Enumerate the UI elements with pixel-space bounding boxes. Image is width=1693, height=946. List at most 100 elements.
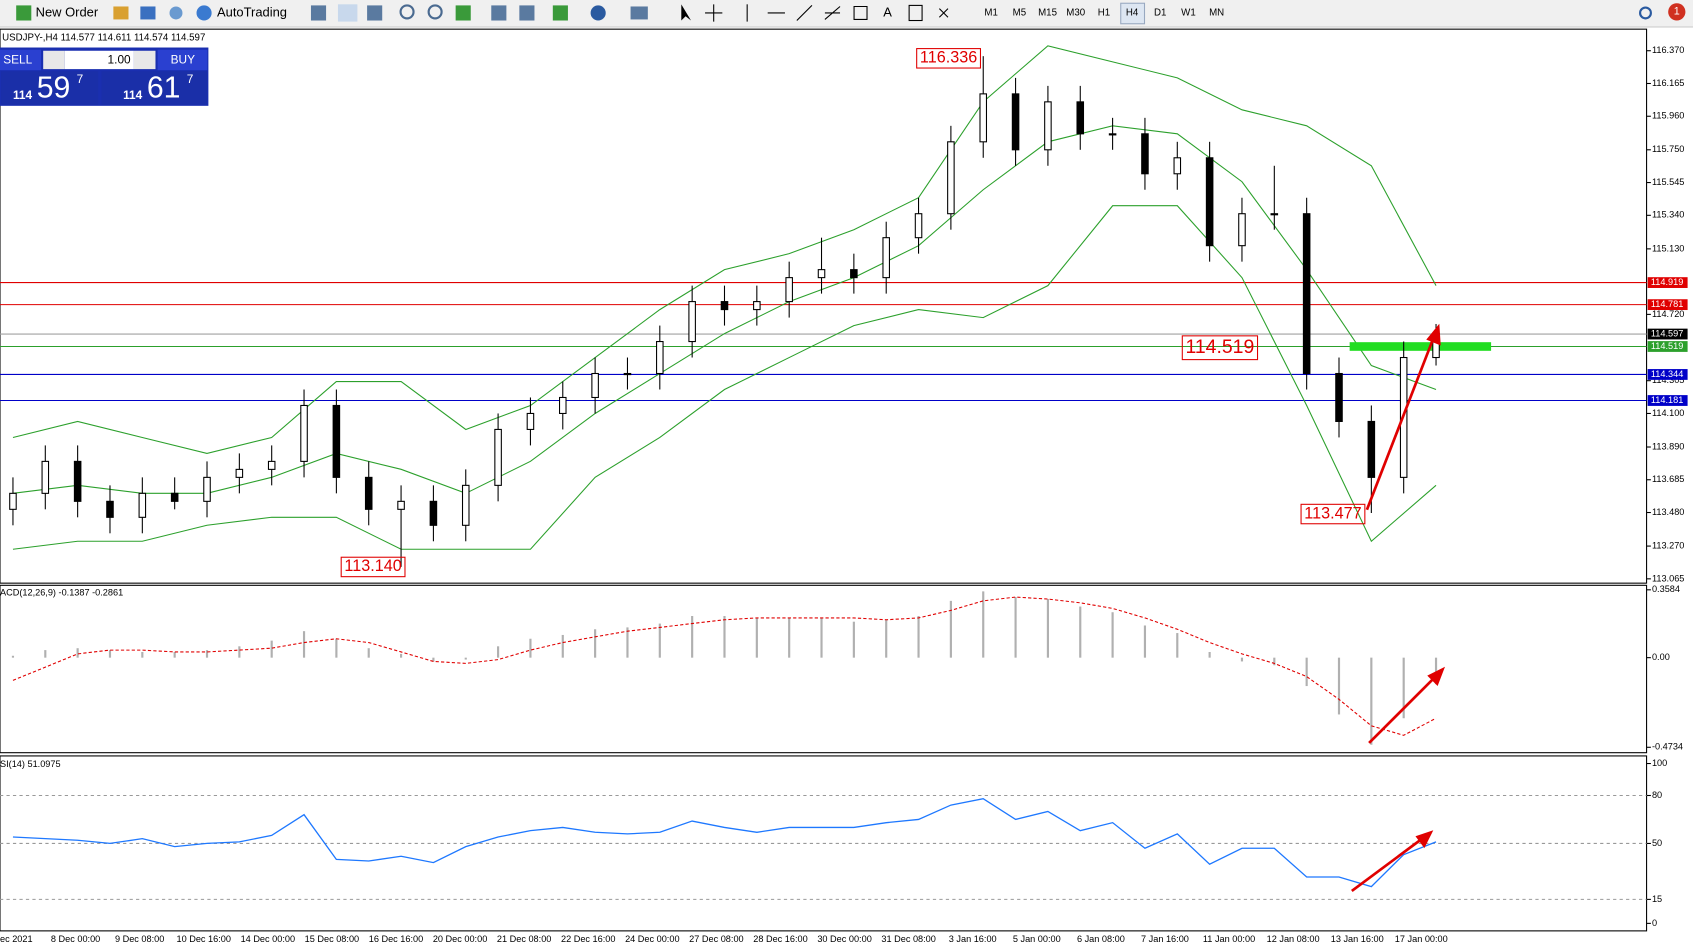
icon[interactable] [113, 6, 129, 20]
x-tick-label: 8 Dec 00:00 [51, 934, 100, 944]
macd-signal [12, 596, 1437, 736]
candle-body [138, 492, 147, 518]
annotation-box [340, 556, 406, 578]
level-label-bg [1647, 395, 1688, 406]
y-tick-label: 113.890 [1652, 441, 1684, 451]
fibo-tool[interactable] [824, 6, 841, 20]
timeframe-button[interactable]: MN [1209, 8, 1224, 19]
volume-input[interactable] [64, 50, 134, 70]
x-tick-label: 11 Jan 00:00 [1203, 934, 1255, 944]
label-tool[interactable] [908, 4, 923, 22]
timeframe-button[interactable]: M30 [1066, 8, 1085, 19]
y-tick-label: 114.720 [1652, 309, 1684, 319]
crosshair-tool[interactable] [705, 4, 723, 22]
timeframe-button[interactable]: M1 [984, 8, 997, 19]
volume-down[interactable] [43, 50, 65, 70]
y-tick-label: 100 [1652, 758, 1667, 768]
tool-icon[interactable] [630, 6, 648, 20]
timeframe-button[interactable]: W1 [1181, 8, 1196, 19]
candle-body [1302, 213, 1311, 375]
icon [16, 5, 32, 21]
bid-box[interactable] [1, 71, 99, 105]
y-tick-label: 116.370 [1652, 45, 1684, 55]
channel-tool[interactable] [853, 5, 868, 20]
timeframe-button[interactable]: D1 [1154, 8, 1166, 19]
arrow [1365, 336, 1436, 511]
ask-big: 114 [123, 88, 143, 102]
x-tick-label: 31 Dec 08:00 [881, 934, 935, 944]
timeframe-button[interactable]: M5 [1013, 8, 1026, 19]
volume-up[interactable] [133, 50, 156, 70]
autotrading-button[interactable]: AutoTrading [196, 4, 288, 21]
zoom-in[interactable] [399, 4, 415, 20]
macd-panel [0, 584, 1648, 754]
plot-layer: 116.370 116.165 115.960 115.750 115.545 115.3… [0, 45, 1688, 944]
search[interactable] [1639, 6, 1652, 20]
main-panel [0, 28, 1648, 584]
candle-body [753, 301, 761, 311]
candle-body [41, 460, 50, 494]
zoom-out[interactable] [427, 4, 443, 20]
level-label-bg [1647, 299, 1688, 311]
tool-icon[interactable] [337, 4, 358, 22]
timeframe-button[interactable]: H4 [1126, 8, 1139, 19]
x-tick-label: 13 Jan 16:00 [1331, 934, 1384, 944]
buy-button[interactable] [157, 49, 208, 71]
candle-body [9, 492, 17, 510]
annotation-box [1300, 503, 1366, 525]
annotation-box [916, 48, 982, 69]
candle-body [332, 404, 341, 478]
sell-button[interactable] [0, 49, 42, 71]
x-tick-label: 17 Jan 00:00 [1395, 934, 1448, 944]
y-tick-label: 115.750 [1652, 144, 1684, 154]
candle-body [526, 412, 535, 430]
cursor-tool[interactable] [681, 4, 692, 21]
new-order-label: New Order [36, 4, 99, 19]
level-label: 114.344 [1651, 369, 1683, 379]
tool-icon[interactable] [552, 5, 568, 21]
candle-body [267, 460, 276, 470]
tool-icon[interactable] [590, 5, 606, 21]
tool-icon[interactable] [310, 5, 327, 21]
trendline-tool[interactable] [796, 5, 813, 21]
level-label-bg [1647, 328, 1688, 340]
new-order-button[interactable]: New Order [16, 4, 99, 21]
icon[interactable] [169, 6, 183, 20]
tool-icon[interactable] [519, 5, 535, 21]
candle-body [203, 476, 211, 502]
candle-body [559, 396, 567, 414]
level-label-bg [1647, 369, 1688, 380]
tool-icon[interactable] [491, 5, 507, 21]
level-label: 114.781 [1651, 299, 1683, 309]
arrow-head [1427, 666, 1446, 687]
y-tick-label: 0.3584 [1652, 584, 1680, 594]
timeframe-button[interactable]: M15 [1038, 8, 1057, 19]
arrow-tool[interactable] [938, 8, 949, 18]
notifications[interactable] [1668, 3, 1686, 21]
y-tick-label: 115.130 [1652, 243, 1684, 253]
candle-body [817, 269, 826, 279]
timeframe-button[interactable]: H1 [1098, 8, 1110, 19]
x-tick-label: 30 Dec 00:00 [817, 934, 871, 944]
bollinger-lower [12, 205, 1437, 550]
y-tick-label: -0.4734 [1652, 742, 1683, 752]
icon [196, 5, 212, 21]
autotrading-label: AutoTrading [217, 4, 287, 19]
ask-box[interactable] [101, 71, 208, 105]
x-tick-label: 20 Dec 00:00 [433, 934, 487, 944]
x-tick-label: 10 Dec 16:00 [177, 934, 231, 944]
sell-label: SELL [3, 53, 32, 67]
price-annotation: 113.140 [344, 557, 401, 575]
text-tool[interactable]: A [883, 4, 892, 19]
icon[interactable] [140, 6, 156, 20]
candle-body [656, 341, 664, 375]
candle-body [170, 492, 179, 502]
candle-body [591, 372, 599, 399]
tool-icon[interactable] [367, 5, 383, 21]
bid-small: 7 [77, 72, 84, 86]
tool-icon[interactable] [455, 5, 471, 21]
x-tick-label: 5 Jan 00:00 [1013, 934, 1061, 944]
x-tick-label: 16 Dec 16:00 [369, 934, 423, 944]
x-tick-label: 6 Jan 08:00 [1077, 934, 1125, 944]
x-tick-label: 15 Dec 08:00 [305, 934, 359, 944]
